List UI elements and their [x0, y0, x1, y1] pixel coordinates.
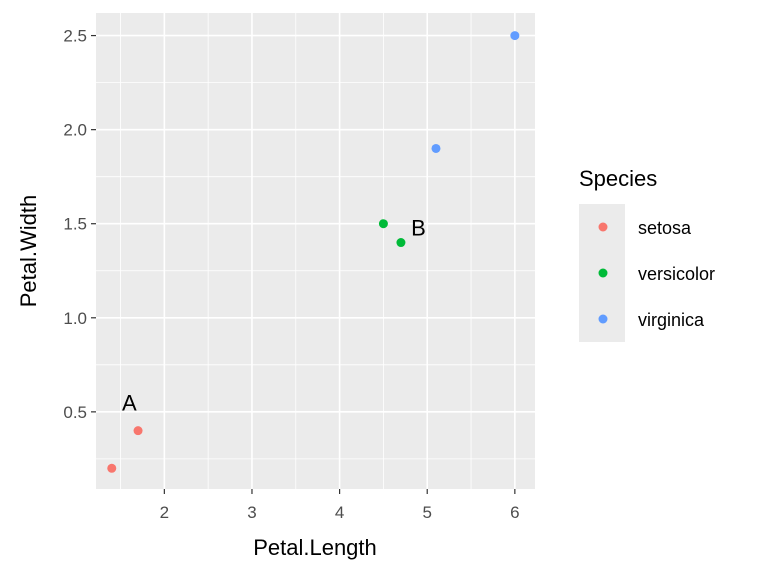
point-versicolor [396, 238, 406, 248]
data-points [107, 31, 520, 473]
legend-label-versicolor: versicolor [638, 264, 715, 284]
point-virginica [510, 31, 520, 41]
x-tick-label: 5 [422, 503, 431, 522]
point-setosa [133, 426, 143, 436]
legend-title: Species [579, 166, 657, 191]
major-gridlines [96, 13, 535, 489]
point-setosa [107, 463, 117, 473]
plot-panel [96, 13, 535, 489]
axis-tick-labels: 2 3 4 5 6 0.5 1.0 1.5 2.0 2.5 [63, 27, 519, 522]
y-tick-label: 2.0 [63, 121, 87, 140]
point-versicolor [378, 219, 388, 229]
minor-gridlines [96, 13, 535, 489]
y-tick-label: 1.0 [63, 309, 87, 328]
axis-ticks [91, 34, 516, 494]
legend: Species setosa versicolor virginica [579, 166, 715, 342]
x-tick-label: 6 [510, 503, 519, 522]
x-tick-label: 4 [335, 503, 344, 522]
annotation-label: A [122, 390, 137, 415]
legend-swatch-versicolor [598, 268, 608, 278]
legend-swatch-virginica [598, 314, 608, 324]
legend-label-setosa: setosa [638, 218, 692, 238]
annotations: AB [122, 215, 426, 415]
x-axis-title: Petal.Length [253, 535, 377, 560]
point-virginica [431, 143, 441, 153]
x-tick-label: 3 [247, 503, 256, 522]
y-tick-label: 2.5 [63, 27, 87, 46]
y-tick-label: 0.5 [63, 403, 87, 422]
x-tick-label: 2 [160, 503, 169, 522]
y-tick-label: 1.5 [63, 215, 87, 234]
legend-label-virginica: virginica [638, 310, 705, 330]
annotation-label: B [411, 215, 426, 240]
y-axis-title: Petal.Width [16, 195, 41, 308]
legend-swatch-setosa [598, 222, 608, 232]
